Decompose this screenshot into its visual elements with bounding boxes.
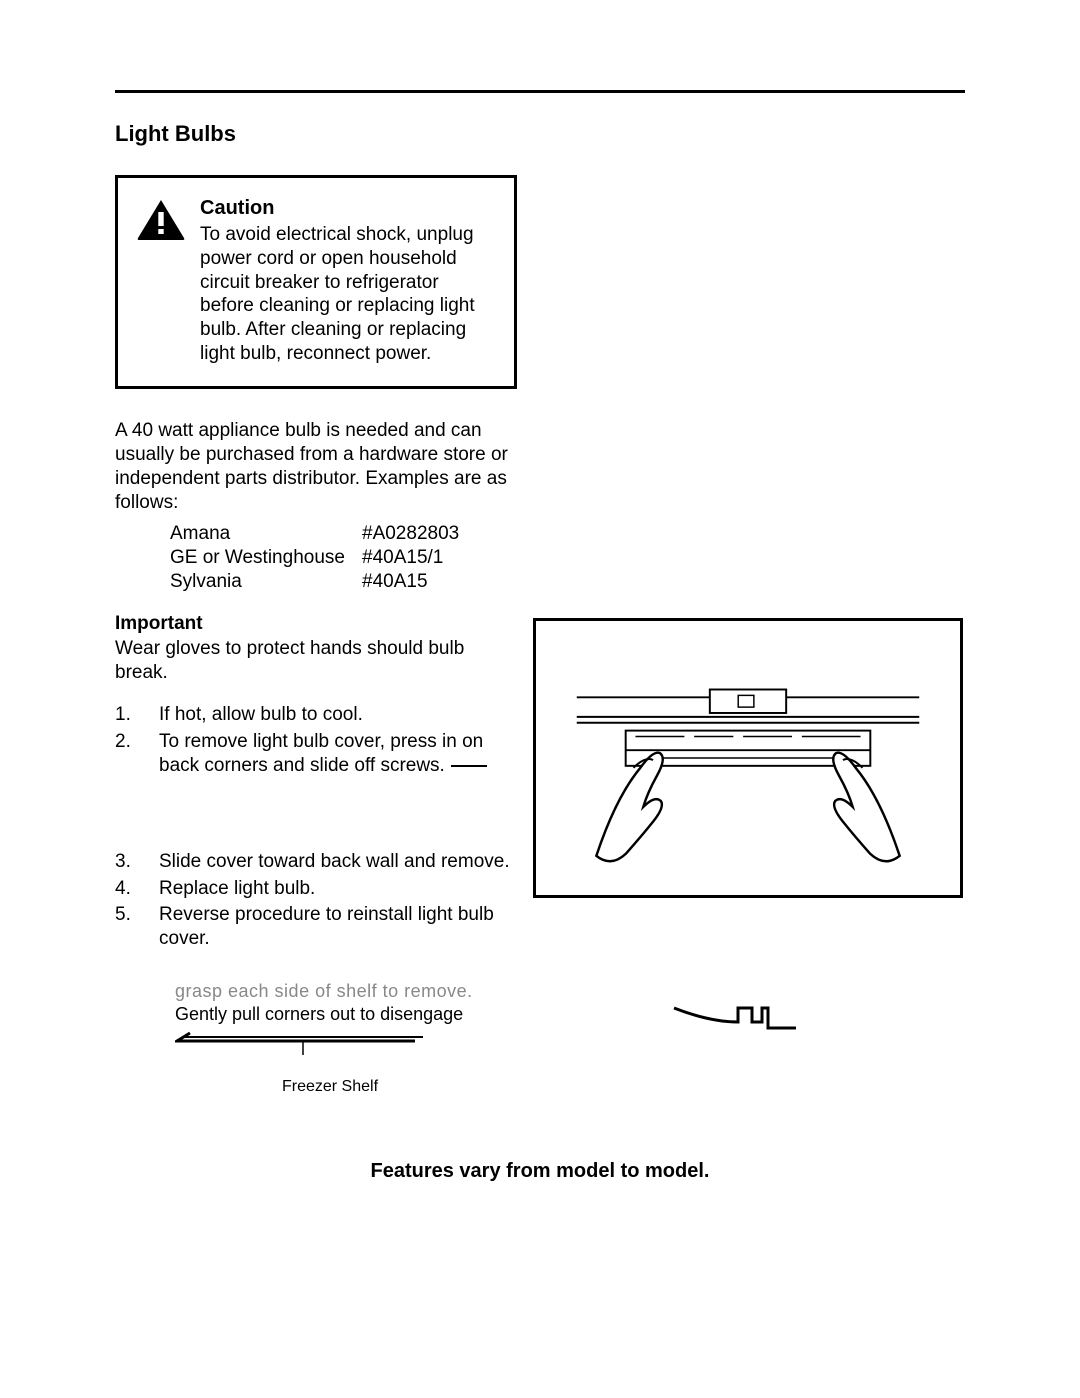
bulb-row: Sylvania #40A15 (170, 570, 965, 594)
step: 5. Reverse procedure to reinstall light … (115, 903, 515, 952)
shelf-icon (175, 1027, 425, 1057)
bulb-brand: Amana (170, 522, 362, 546)
steps-list: 1. If hot, allow bulb to cool. 2. To rem… (115, 703, 515, 951)
step: 1. If hot, allow bulb to cool. (115, 703, 515, 727)
freezer-shelf-fragment: grasp each side of shelf to remove. Gent… (175, 980, 485, 1097)
caution-box: Caution To avoid electrical shock, unplu… (115, 175, 517, 389)
bulb-row: Amana #A0282803 (170, 522, 965, 546)
footer-note: Features vary from model to model. (0, 1160, 1080, 1183)
section-title: Light Bulbs (115, 121, 965, 147)
intro-text: A 40 watt appliance bulb is needed and c… (115, 419, 515, 516)
step: 4. Replace light bulb. (115, 877, 515, 901)
bulb-brand: Sylvania (170, 570, 362, 594)
bulb-part: #A0282803 (362, 522, 459, 546)
ghost-line: grasp each side of shelf to remove. (175, 980, 485, 1003)
step-text: Slide cover toward back wall and remove. (159, 850, 510, 874)
step-num: 4. (115, 877, 159, 901)
step-num: 3. (115, 850, 159, 874)
caution-text: Caution To avoid electrical shock, unplu… (200, 196, 496, 366)
caution-heading: Caution (200, 196, 496, 221)
step-num: 2. (115, 730, 159, 779)
important-body: Wear gloves to protect hands should bulb… (115, 637, 515, 686)
step-text: Replace light bulb. (159, 877, 315, 901)
bulb-cover-illustration (533, 618, 963, 898)
step-num: 5. (115, 903, 159, 952)
shelf-right-icon (670, 1000, 800, 1040)
step-text: To remove light bulb cover, press in on … (159, 730, 515, 779)
step-text: Reverse procedure to reinstall light bul… (159, 903, 515, 952)
bulb-brand: GE or Westinghouse (170, 546, 362, 570)
caution-body: To avoid electrical shock, unplug power … (200, 223, 496, 366)
step-text: If hot, allow bulb to cool. (159, 703, 363, 727)
warning-icon (136, 198, 186, 242)
leader-dash (451, 765, 487, 767)
bulb-row: GE or Westinghouse #40A15/1 (170, 546, 965, 570)
freezer-caption: Freezer Shelf (175, 1077, 485, 1097)
bulb-part: #40A15 (362, 570, 428, 594)
bulb-part: #40A15/1 (362, 546, 443, 570)
step: 2. To remove light bulb cover, press in … (115, 730, 515, 779)
step: 3. Slide cover toward back wall and remo… (115, 850, 515, 874)
bulb-table: Amana #A0282803 GE or Westinghouse #40A1… (170, 522, 965, 595)
top-rule (115, 90, 965, 93)
step-num: 1. (115, 703, 159, 727)
fragment-line: Gently pull corners out to disengage (175, 1003, 485, 1026)
